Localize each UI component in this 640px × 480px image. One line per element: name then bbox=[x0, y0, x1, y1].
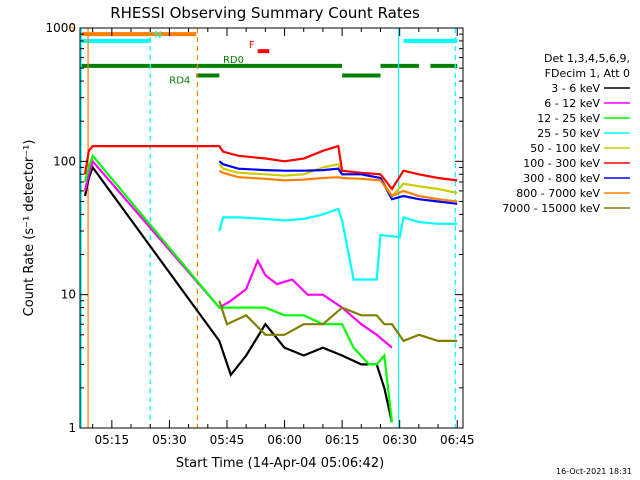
legend-entry-label: 25 - 50 keV bbox=[537, 127, 600, 140]
series-lines bbox=[83, 144, 458, 423]
series-line bbox=[218, 160, 458, 205]
series-line bbox=[83, 159, 393, 349]
flag-bar-label: S bbox=[69, 23, 75, 34]
flag-bars: S N F RD0 RD4 bbox=[69, 23, 458, 87]
flag-bar-label: RD0 bbox=[223, 55, 244, 66]
y-tick-label: 1 bbox=[68, 421, 76, 435]
y-axis-label: Count Rate (s⁻¹ detector⁻¹) bbox=[22, 140, 37, 317]
y-axis-ticks: 1 10 100 1000 bbox=[45, 21, 463, 435]
legend-entry-label: 6 - 12 keV bbox=[544, 97, 600, 110]
legend-header-line1: Det 1,3,4,5,6,9, bbox=[544, 52, 630, 65]
legend-entry-label: 3 - 6 keV bbox=[551, 82, 600, 95]
x-tick-label: 05:15 bbox=[95, 433, 130, 447]
x-tick-label: 06:00 bbox=[267, 433, 302, 447]
legend-header-line2: FDecim 1, Att 0 bbox=[545, 67, 630, 80]
x-tick-label: 05:45 bbox=[210, 433, 245, 447]
x-axis-label: Start Time (14-Apr-04 05:06:42) bbox=[176, 456, 384, 471]
flag-bar-label: N bbox=[154, 30, 161, 41]
series-line bbox=[218, 300, 458, 343]
legend-entry-label: 800 - 7000 keV bbox=[516, 187, 600, 200]
chart-title: RHESSI Observing Summary Count Rates bbox=[110, 4, 420, 22]
series-line bbox=[218, 163, 458, 198]
series-line bbox=[83, 153, 394, 423]
y-tick-label: 100 bbox=[53, 154, 76, 168]
legend-entry-label: 12 - 25 keV bbox=[537, 112, 600, 125]
legend-entry-label: 300 - 800 keV bbox=[523, 172, 600, 185]
legend-entry-label: 50 - 100 keV bbox=[530, 142, 600, 155]
legend-entry-label: 7000 - 15000 keV bbox=[502, 202, 600, 215]
x-tick-label: 06:30 bbox=[382, 433, 417, 447]
y-tick-label: 10 bbox=[61, 288, 76, 302]
flag-bar-label: RD4 bbox=[169, 76, 190, 87]
x-axis-ticks: 05:15 05:30 05:45 06:00 06:15 06:30 06:45 bbox=[92, 28, 475, 447]
y-tick-label: 1000 bbox=[45, 21, 76, 35]
flag-bar-label: F bbox=[249, 40, 255, 51]
timestamp: 16-Oct-2021 18:31 bbox=[556, 467, 632, 476]
legend: Det 1,3,4,5,6,9, FDecim 1, Att 0 3 - 6 k… bbox=[502, 52, 630, 215]
series-line bbox=[218, 169, 458, 203]
x-tick-label: 06:45 bbox=[440, 433, 475, 447]
plot-frame bbox=[79, 27, 464, 429]
axes bbox=[79, 27, 464, 429]
x-tick-label: 06:15 bbox=[325, 433, 360, 447]
series-line bbox=[83, 144, 458, 191]
legend-entry-label: 100 - 300 keV bbox=[523, 157, 600, 170]
x-tick-label: 05:30 bbox=[152, 433, 187, 447]
series-line bbox=[218, 207, 458, 281]
